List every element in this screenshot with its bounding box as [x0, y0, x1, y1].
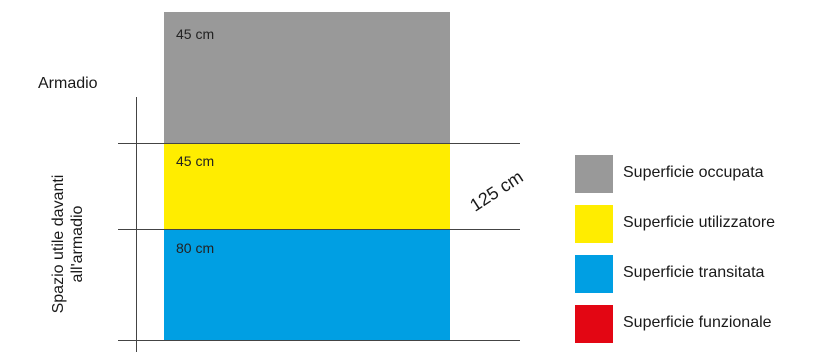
- block-occupied-label: 45 cm: [176, 26, 215, 42]
- legend-label-functional: Superficie funzionale: [623, 314, 772, 331]
- side-label-line2: all'armadio: [69, 205, 86, 283]
- legend-swatch-transit: [575, 255, 613, 293]
- block-occupied: 45 cm: [164, 12, 450, 144]
- wardrobe-title: Armadio: [38, 75, 98, 92]
- total-length-label: 125 cm: [466, 166, 527, 216]
- block-user-label: 45 cm: [176, 153, 215, 169]
- divider-line-bottom: [118, 340, 520, 341]
- block-transit: 80 cm: [164, 230, 450, 340]
- legend-label-occupied: Superficie occupata: [623, 164, 764, 181]
- legend-item-functional: Superficie funzionale: [575, 305, 819, 343]
- legend-item-occupied: Superficie occupata: [575, 155, 819, 193]
- legend-item-transit: Superficie transitata: [575, 255, 819, 293]
- divider-line-middle: [118, 229, 520, 230]
- divider-line-top: [118, 143, 520, 144]
- legend-label-user: Superficie utilizzatore: [623, 214, 776, 231]
- block-transit-label: 80 cm: [176, 240, 215, 256]
- legend-item-user: Superficie utilizzatore: [575, 205, 819, 243]
- legend-swatch-occupied: [575, 155, 613, 193]
- legend-label-transit: Superficie transitata: [623, 264, 765, 281]
- legend-swatch-user: [575, 205, 613, 243]
- side-label: Spazio utile davanti all'armadio: [49, 144, 87, 344]
- legend-swatch-functional: [575, 305, 613, 343]
- side-label-line1: Spazio utile davanti: [50, 174, 67, 314]
- vertical-axis-line: [136, 97, 137, 352]
- block-user: 45 cm: [164, 144, 450, 230]
